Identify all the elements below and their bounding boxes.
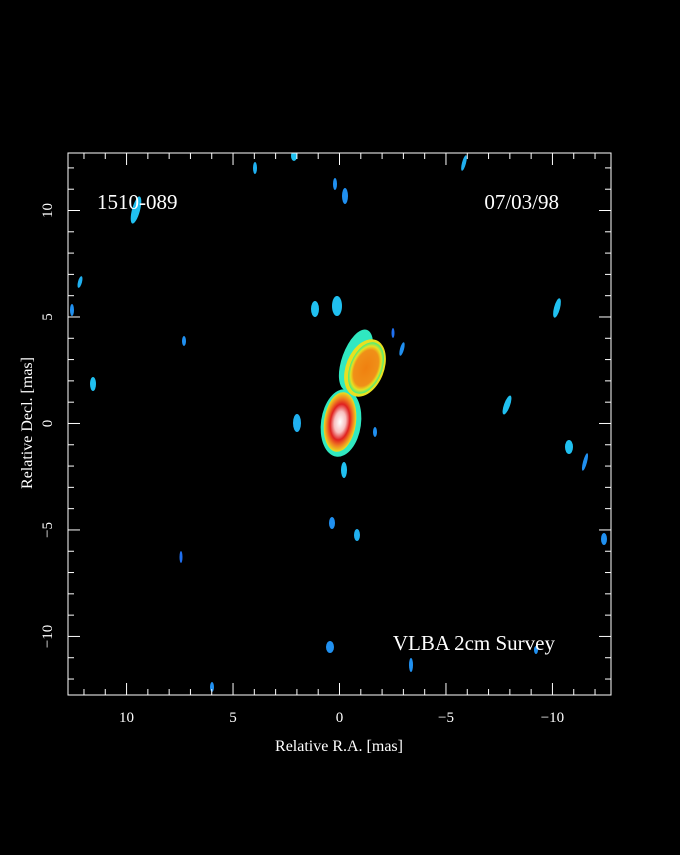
x-axis-label: Relative R.A. [mas] xyxy=(275,738,403,755)
x-tick-label: −5 xyxy=(438,710,454,726)
x-tick-label: −10 xyxy=(541,710,564,726)
source-name: 1510-089 xyxy=(97,190,178,214)
x-tick-label: 10 xyxy=(119,710,134,726)
y-tick-label: 0 xyxy=(40,420,56,428)
x-tick-label: 0 xyxy=(336,710,344,726)
y-tick-label: 5 xyxy=(40,313,56,321)
y-tick-label: 10 xyxy=(40,203,56,218)
x-tick-label: 5 xyxy=(229,710,237,726)
y-tick-label: −5 xyxy=(40,522,56,538)
y-tick-label: −10 xyxy=(40,625,56,648)
emission-map xyxy=(70,153,607,692)
observation-date: 07/03/98 xyxy=(484,190,559,214)
y-axis-label: Relative Decl. [mas] xyxy=(19,357,36,489)
survey-label: VLBA 2cm Survey xyxy=(393,631,556,655)
